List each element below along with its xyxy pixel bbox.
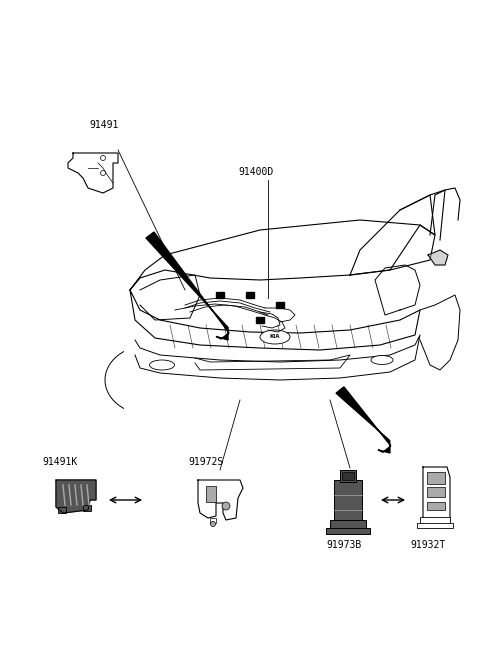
Bar	[417, 523, 453, 528]
Polygon shape	[140, 275, 200, 320]
Text: 91932T: 91932T	[410, 540, 445, 550]
Bar	[326, 528, 370, 534]
Circle shape	[100, 155, 106, 161]
Text: KIA: KIA	[270, 335, 280, 340]
Polygon shape	[336, 387, 391, 453]
Ellipse shape	[371, 356, 393, 365]
Bar	[256, 317, 264, 323]
Polygon shape	[423, 467, 450, 525]
Bar	[340, 470, 356, 482]
Bar	[427, 472, 445, 484]
Bar	[427, 502, 445, 510]
Circle shape	[211, 522, 216, 527]
Bar	[427, 487, 445, 497]
Polygon shape	[375, 265, 420, 315]
Bar	[206, 486, 216, 502]
Bar	[420, 517, 450, 525]
Bar	[210, 518, 216, 523]
Bar	[246, 292, 254, 298]
Text: 91491: 91491	[89, 120, 119, 130]
Polygon shape	[146, 232, 229, 340]
Polygon shape	[198, 480, 243, 520]
Polygon shape	[68, 153, 118, 193]
Bar	[58, 507, 66, 513]
Text: 91491K: 91491K	[42, 457, 77, 467]
Polygon shape	[56, 480, 96, 513]
Ellipse shape	[260, 330, 290, 344]
Text: 91400D: 91400D	[238, 167, 273, 177]
Text: 91973B: 91973B	[326, 540, 361, 550]
Circle shape	[100, 171, 106, 176]
Circle shape	[222, 502, 230, 510]
Ellipse shape	[149, 360, 175, 370]
Bar	[216, 292, 224, 298]
Bar	[334, 480, 362, 525]
Bar	[83, 505, 91, 511]
Bar	[342, 472, 354, 480]
Bar	[330, 520, 366, 530]
Bar	[276, 302, 284, 308]
Text: 91972S: 91972S	[188, 457, 223, 467]
Polygon shape	[428, 250, 448, 265]
